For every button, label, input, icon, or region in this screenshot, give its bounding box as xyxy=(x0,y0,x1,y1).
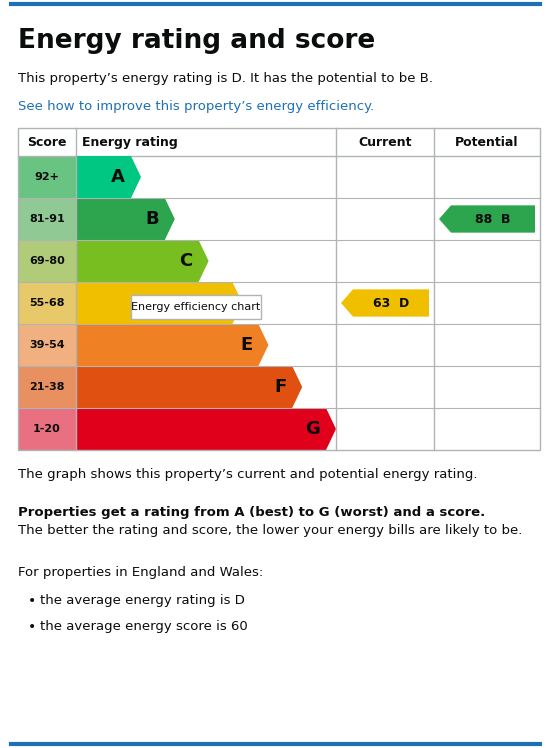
Bar xyxy=(131,295,261,319)
Text: Current: Current xyxy=(358,135,412,149)
Text: 88  B: 88 B xyxy=(476,212,511,225)
Polygon shape xyxy=(439,206,535,233)
Bar xyxy=(18,240,76,282)
Text: 63  D: 63 D xyxy=(373,296,409,310)
Text: Potential: Potential xyxy=(455,135,518,149)
Bar xyxy=(18,198,76,240)
Polygon shape xyxy=(76,156,141,198)
Polygon shape xyxy=(76,408,336,450)
Polygon shape xyxy=(341,289,429,316)
Text: D: D xyxy=(212,294,226,312)
Text: F: F xyxy=(274,378,286,396)
Text: A: A xyxy=(111,168,125,186)
Polygon shape xyxy=(76,324,268,366)
Text: 55-68: 55-68 xyxy=(29,298,65,308)
Text: 39-54: 39-54 xyxy=(29,340,65,350)
Bar xyxy=(18,128,540,450)
Text: See how to improve this property’s energy efficiency.: See how to improve this property’s energ… xyxy=(18,100,374,113)
Text: The graph shows this property’s current and potential energy rating.: The graph shows this property’s current … xyxy=(18,468,478,481)
Text: G: G xyxy=(305,420,320,438)
Polygon shape xyxy=(76,366,302,408)
Text: 21-38: 21-38 xyxy=(29,382,65,392)
Text: Score: Score xyxy=(27,135,67,149)
Text: C: C xyxy=(179,252,193,270)
Bar xyxy=(18,128,540,156)
Text: E: E xyxy=(240,336,252,354)
Text: 81-91: 81-91 xyxy=(29,214,65,224)
Polygon shape xyxy=(76,240,209,282)
Text: •: • xyxy=(28,620,36,634)
Text: Energy rating: Energy rating xyxy=(82,135,178,149)
Text: 1-20: 1-20 xyxy=(33,424,61,434)
Text: the average energy rating is D: the average energy rating is D xyxy=(40,594,245,607)
Text: Properties get a rating from A (best) to G (worst) and a score.: Properties get a rating from A (best) to… xyxy=(18,506,485,519)
Text: This property’s energy rating is D. It has the potential to be B.: This property’s energy rating is D. It h… xyxy=(18,72,433,85)
Polygon shape xyxy=(76,282,242,324)
Text: Energy efficiency chart: Energy efficiency chart xyxy=(131,301,261,312)
Bar xyxy=(18,156,76,198)
Text: Energy rating and score: Energy rating and score xyxy=(18,28,375,54)
Text: B: B xyxy=(145,210,159,228)
Bar xyxy=(18,282,76,324)
Bar xyxy=(18,324,76,366)
Bar xyxy=(18,408,76,450)
Text: the average energy score is 60: the average energy score is 60 xyxy=(40,620,248,633)
Text: The better the rating and score, the lower your energy bills are likely to be.: The better the rating and score, the low… xyxy=(18,524,522,537)
Text: For properties in England and Wales:: For properties in England and Wales: xyxy=(18,566,263,579)
Polygon shape xyxy=(76,198,175,240)
Text: •: • xyxy=(28,594,36,608)
Text: 92+: 92+ xyxy=(35,172,60,182)
Bar xyxy=(18,366,76,408)
Text: 69-80: 69-80 xyxy=(29,256,65,266)
